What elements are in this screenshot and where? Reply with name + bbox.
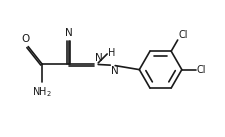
Text: Cl: Cl [197, 65, 206, 75]
Text: O: O [21, 34, 30, 44]
Text: N: N [65, 28, 73, 38]
Text: N: N [95, 53, 103, 63]
Text: Cl: Cl [179, 30, 188, 40]
Text: NH$_2$: NH$_2$ [32, 85, 52, 99]
Text: H: H [108, 48, 116, 58]
Text: N: N [111, 66, 119, 76]
